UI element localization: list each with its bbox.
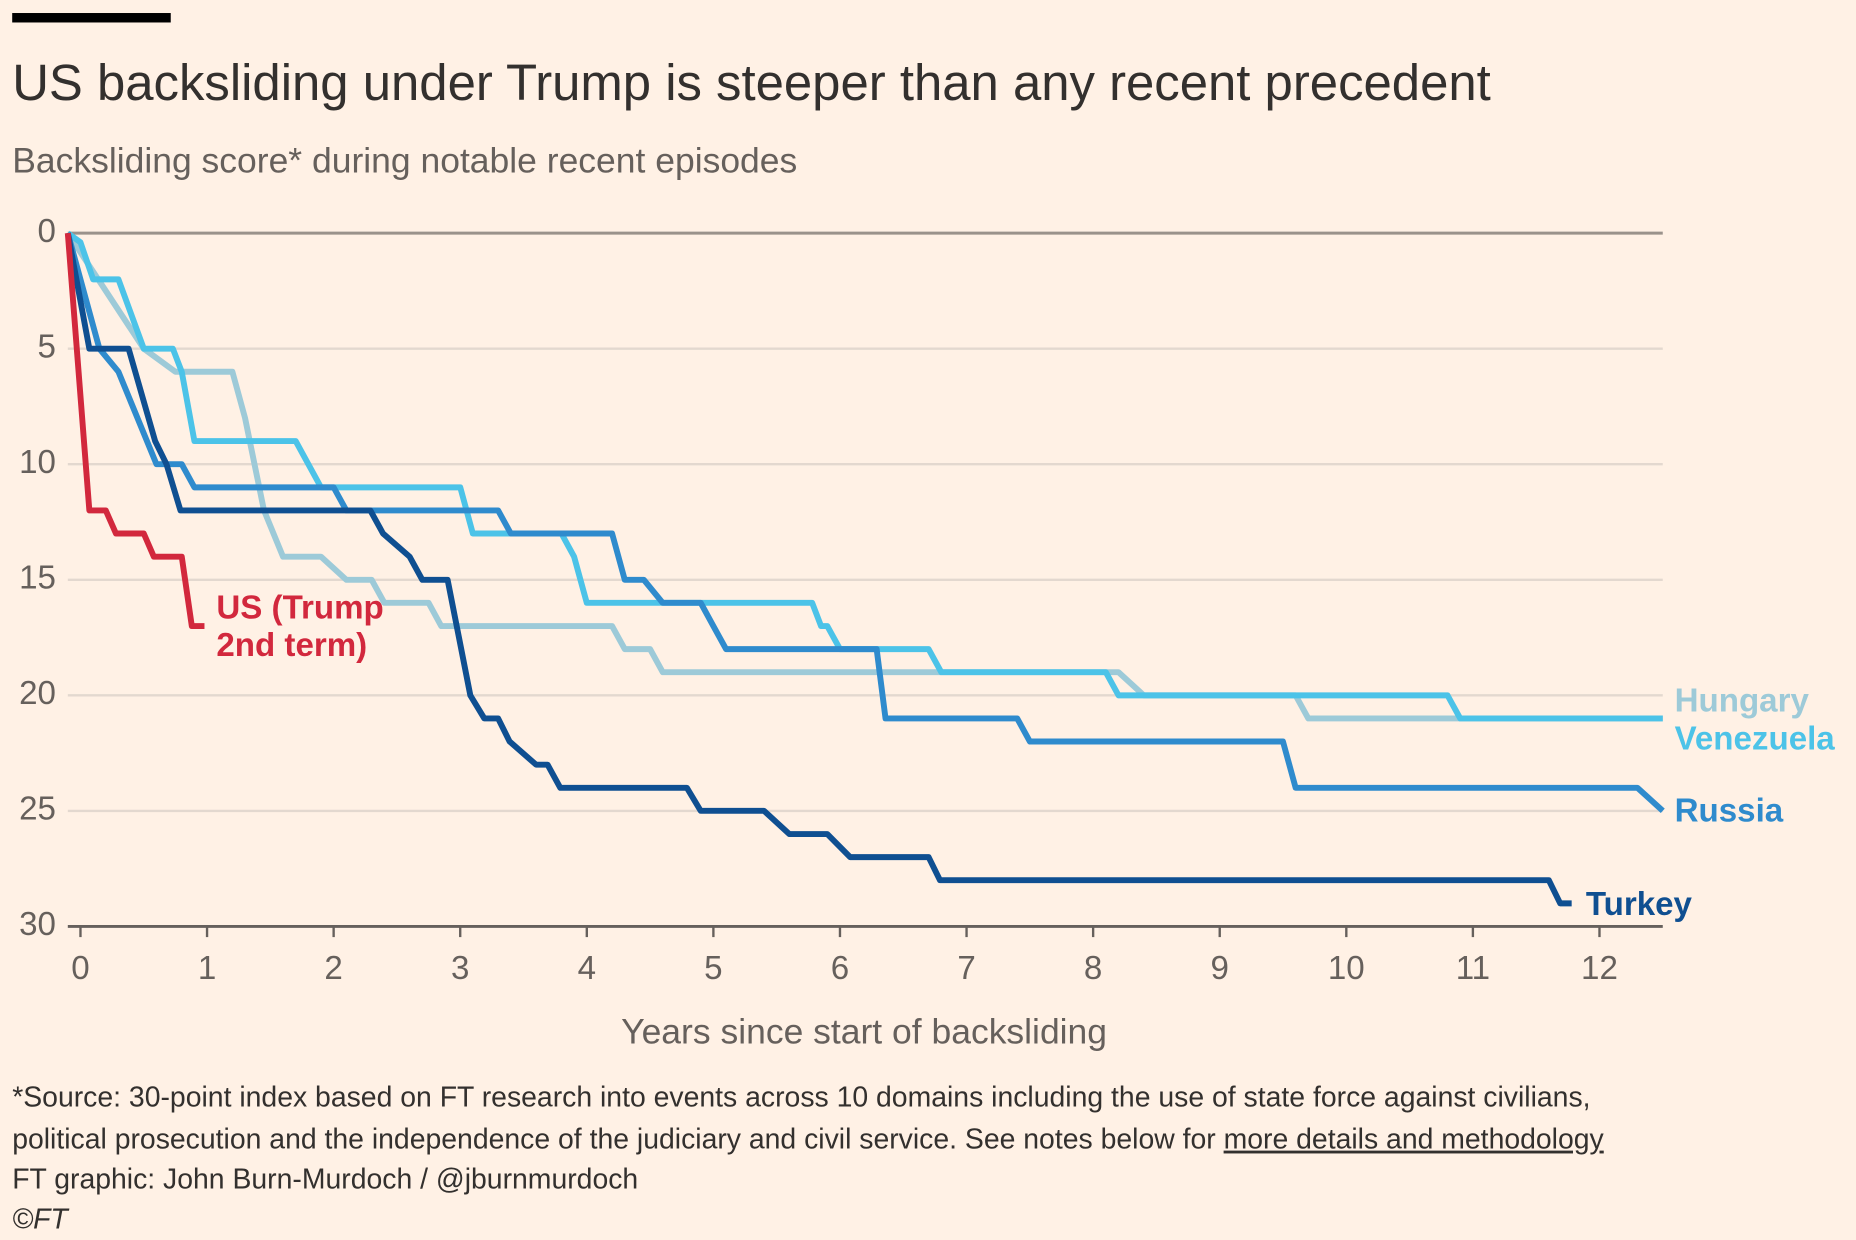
y-tick-label: 0	[38, 213, 56, 250]
x-tick-label: 1	[198, 950, 216, 987]
y-tick-label: 15	[19, 560, 56, 597]
y-tick-label: 25	[19, 791, 56, 828]
x-tick-label: 0	[71, 950, 89, 987]
footnote: *Source: 30-point index based on FT rese…	[12, 1082, 1590, 1114]
series-line	[64, 232, 205, 629]
methodology-link[interactable]: more details and methodology	[1224, 1123, 1605, 1155]
series-label: Venezuela	[1675, 720, 1836, 757]
series-line	[66, 230, 1663, 722]
series-label: US (Trump	[216, 589, 383, 626]
series-label: US (Trump 2nd term)	[216, 589, 383, 664]
series-label: Hungary	[1675, 683, 1810, 720]
x-tick-label: 4	[578, 950, 596, 987]
credit: FT graphic: John Burn-Murdoch / @jburnmu…	[12, 1163, 638, 1195]
y-tick-label: 30	[19, 906, 56, 943]
y-tick-label: 10	[19, 444, 56, 481]
x-tick-label: 2	[324, 950, 342, 987]
x-tick-label: 10	[1328, 950, 1365, 987]
x-tick-label: 3	[451, 950, 469, 987]
copyright: ©FT	[12, 1204, 70, 1236]
x-tick-label: 11	[1456, 950, 1490, 987]
x-axis-label: Years since start of backsliding	[621, 1011, 1107, 1051]
footnote: political prosecution and the independen…	[12, 1123, 1604, 1155]
series-label: Russia	[1675, 793, 1784, 830]
footnote: political prosecution and the independen…	[12, 1123, 1216, 1155]
chart-title: US backsliding under Trump is steeper th…	[12, 54, 1491, 111]
x-tick-label: 6	[831, 950, 849, 987]
y-tick-label: 20	[19, 675, 56, 712]
y-tick-label: 5	[38, 328, 56, 365]
x-tick-label: 9	[1211, 950, 1229, 987]
chart-subtitle: Backsliding score* during notable recent…	[12, 141, 797, 181]
x-tick-label: 12	[1581, 950, 1618, 987]
x-tick-label: 5	[704, 950, 722, 987]
series-label: Turkey	[1586, 886, 1693, 923]
x-tick-label: 7	[957, 950, 975, 987]
brand-bar	[12, 13, 171, 23]
x-tick-label: 8	[1084, 950, 1102, 987]
series-label: 2nd term)	[216, 627, 367, 664]
series-line	[65, 231, 1663, 722]
series-line	[64, 232, 1572, 907]
series-line	[64, 232, 1665, 814]
